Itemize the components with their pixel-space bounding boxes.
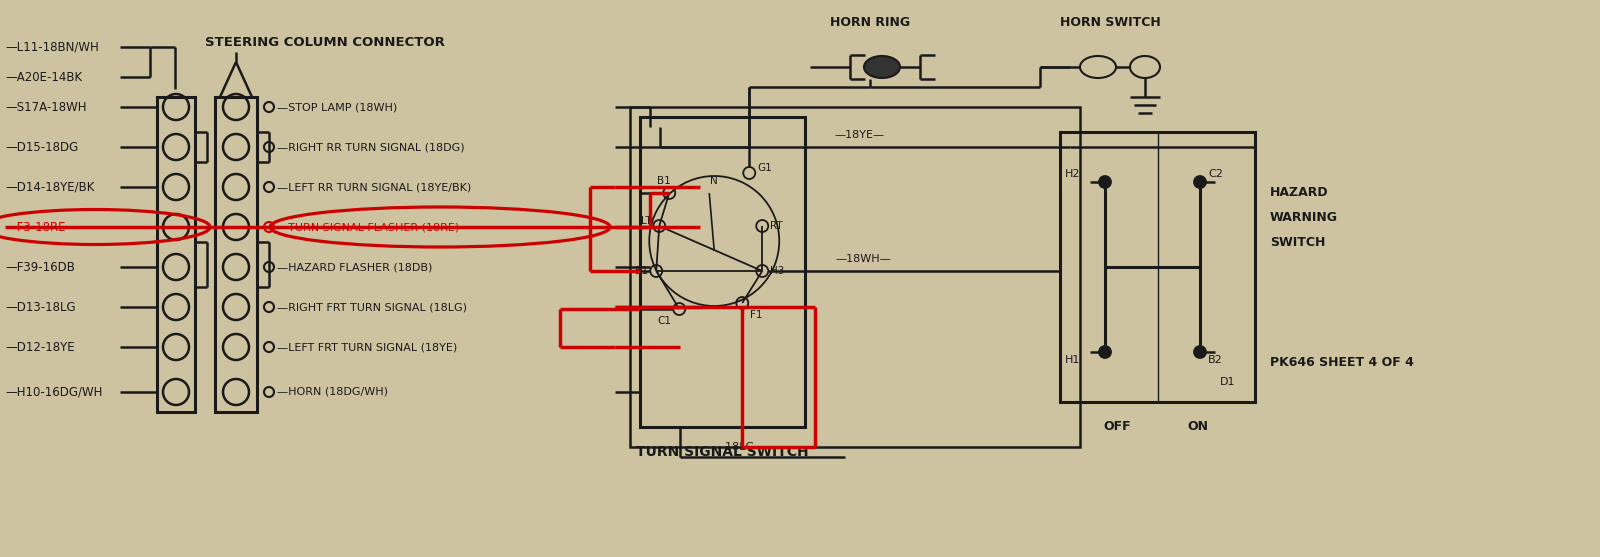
- Text: —F39-16DB: —F39-16DB: [5, 261, 75, 273]
- Text: WARNING: WARNING: [1270, 211, 1338, 223]
- Text: C1: C1: [658, 316, 672, 326]
- Text: F1: F1: [750, 310, 763, 320]
- Text: —D13-18LG: —D13-18LG: [5, 300, 75, 314]
- Text: B2: B2: [1208, 355, 1222, 365]
- Ellipse shape: [864, 56, 899, 78]
- Bar: [1059, 132, 1254, 402]
- Text: H3: H3: [770, 266, 784, 276]
- Text: HORN RING: HORN RING: [830, 16, 910, 28]
- Bar: [157, 97, 195, 412]
- Bar: [640, 117, 805, 427]
- Ellipse shape: [1080, 56, 1117, 78]
- Text: —LEFT RR TURN SIGNAL (18YE/BK): —LEFT RR TURN SIGNAL (18YE/BK): [277, 182, 472, 192]
- Text: HORN SWITCH: HORN SWITCH: [1059, 16, 1160, 28]
- Circle shape: [1099, 176, 1110, 188]
- Text: —H10-16DG/WH: —H10-16DG/WH: [5, 385, 102, 398]
- Circle shape: [1099, 346, 1110, 358]
- Text: —18LG—: —18LG—: [714, 442, 766, 452]
- Text: —L11-18BN/WH: —L11-18BN/WH: [5, 41, 99, 53]
- Text: G1: G1: [757, 163, 771, 173]
- Text: LT: LT: [640, 216, 651, 226]
- Bar: [630, 107, 1080, 447]
- Text: PK646 SHEET 4 OF 4: PK646 SHEET 4 OF 4: [1270, 355, 1414, 369]
- Text: ON: ON: [1187, 421, 1208, 433]
- Text: B1: B1: [658, 176, 670, 186]
- Text: —18YE—: —18YE—: [835, 130, 885, 140]
- Text: TURN SIGNAL SWITCH: TURN SIGNAL SWITCH: [637, 445, 810, 459]
- Text: —LEFT FRT TURN SIGNAL (18YE): —LEFT FRT TURN SIGNAL (18YE): [277, 342, 458, 352]
- Text: H2: H2: [1064, 169, 1080, 179]
- Text: —18WH—: —18WH—: [835, 254, 891, 264]
- Text: —STOP LAMP (18WH): —STOP LAMP (18WH): [277, 102, 397, 112]
- Text: —D12-18YE: —D12-18YE: [5, 340, 75, 354]
- Text: HAZARD: HAZARD: [1270, 185, 1328, 198]
- Text: —RIGHT FRT TURN SIGNAL (18LG): —RIGHT FRT TURN SIGNAL (18LG): [277, 302, 467, 312]
- Text: D1: D1: [1221, 377, 1235, 387]
- Text: —D15-18DG: —D15-18DG: [5, 140, 78, 154]
- Text: OFF: OFF: [1104, 421, 1131, 433]
- Text: —F3-18RE: —F3-18RE: [5, 221, 66, 233]
- Text: E1: E1: [635, 266, 648, 276]
- Text: C2: C2: [1208, 169, 1222, 179]
- Text: H1: H1: [1064, 355, 1080, 365]
- Text: RT: RT: [770, 221, 782, 231]
- Text: —D14-18YE/BK: —D14-18YE/BK: [5, 180, 94, 193]
- Text: —A20E-14BK: —A20E-14BK: [5, 71, 82, 84]
- Text: N: N: [710, 176, 718, 186]
- Text: SWITCH: SWITCH: [1270, 236, 1325, 248]
- Circle shape: [1194, 176, 1206, 188]
- Text: STEERING COLUMN CONNECTOR: STEERING COLUMN CONNECTOR: [205, 36, 445, 48]
- Text: —HORN (18DG/WH): —HORN (18DG/WH): [277, 387, 387, 397]
- Text: —TURN SIGNAL FLASHER (18RE): —TURN SIGNAL FLASHER (18RE): [277, 222, 459, 232]
- Text: —RIGHT RR TURN SIGNAL (18DG): —RIGHT RR TURN SIGNAL (18DG): [277, 142, 464, 152]
- Ellipse shape: [1130, 56, 1160, 78]
- Text: —S17A-18WH: —S17A-18WH: [5, 100, 86, 114]
- Text: —HAZARD FLASHER (18DB): —HAZARD FLASHER (18DB): [277, 262, 432, 272]
- Circle shape: [1194, 346, 1206, 358]
- Bar: [214, 97, 258, 412]
